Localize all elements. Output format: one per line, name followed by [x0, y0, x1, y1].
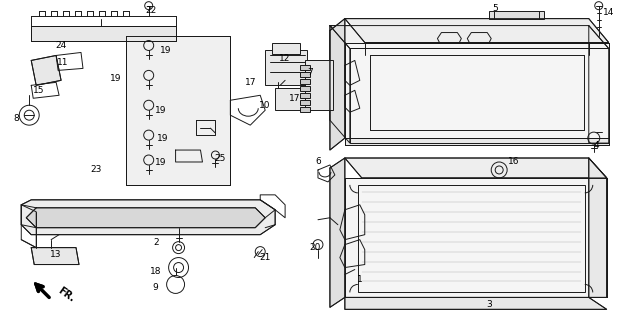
Bar: [300, 100, 310, 105]
Polygon shape: [31, 55, 61, 85]
Polygon shape: [330, 158, 345, 307]
Text: 18: 18: [150, 267, 161, 276]
Bar: [358, 185, 585, 292]
Text: 19: 19: [155, 106, 166, 115]
Text: 23: 23: [90, 165, 102, 174]
Text: 20: 20: [309, 243, 320, 252]
Polygon shape: [350, 49, 609, 143]
Polygon shape: [589, 158, 607, 297]
Text: 3: 3: [486, 300, 492, 309]
Bar: [300, 79, 310, 84]
Polygon shape: [21, 200, 275, 235]
Polygon shape: [31, 248, 79, 265]
Bar: [300, 65, 310, 70]
Bar: [300, 72, 310, 77]
Text: 5: 5: [492, 4, 498, 13]
Text: 22: 22: [145, 6, 156, 15]
Polygon shape: [345, 43, 609, 138]
Polygon shape: [26, 208, 265, 228]
Bar: [265, 51, 307, 85]
Bar: [300, 93, 310, 98]
Text: 8: 8: [14, 114, 19, 123]
Polygon shape: [345, 178, 607, 297]
Polygon shape: [126, 36, 230, 185]
Text: 6: 6: [315, 157, 321, 166]
Polygon shape: [330, 26, 609, 49]
Polygon shape: [589, 26, 609, 143]
Text: 2: 2: [153, 238, 158, 247]
Text: 19: 19: [157, 133, 168, 143]
Text: 19: 19: [155, 158, 166, 167]
Text: 11: 11: [57, 58, 69, 67]
Text: 15: 15: [34, 86, 45, 95]
Text: 12: 12: [279, 54, 291, 63]
Text: 17: 17: [289, 94, 301, 103]
Text: 17: 17: [245, 78, 256, 87]
Polygon shape: [31, 26, 176, 41]
Text: 10: 10: [260, 101, 271, 110]
Text: 1: 1: [357, 275, 363, 284]
Polygon shape: [345, 19, 609, 43]
Text: 9: 9: [153, 283, 158, 292]
Polygon shape: [330, 26, 350, 143]
Text: 19: 19: [160, 46, 171, 55]
Bar: [272, 43, 300, 54]
Text: 16: 16: [509, 157, 520, 166]
Bar: [300, 107, 310, 112]
Bar: [275, 88, 305, 110]
Polygon shape: [345, 138, 609, 145]
Text: 21: 21: [260, 253, 271, 262]
Polygon shape: [345, 297, 607, 309]
Text: 13: 13: [50, 250, 62, 259]
Text: 19: 19: [110, 74, 122, 83]
Text: 24: 24: [55, 41, 66, 50]
Bar: [305, 60, 333, 110]
Text: 14: 14: [603, 8, 614, 17]
Text: 4: 4: [594, 140, 599, 149]
Polygon shape: [345, 158, 607, 178]
Text: 7: 7: [307, 68, 313, 77]
Bar: [300, 86, 310, 91]
Bar: [489, 11, 544, 19]
Text: 25: 25: [215, 154, 226, 163]
Polygon shape: [330, 19, 345, 150]
Text: FR.: FR.: [56, 285, 76, 304]
